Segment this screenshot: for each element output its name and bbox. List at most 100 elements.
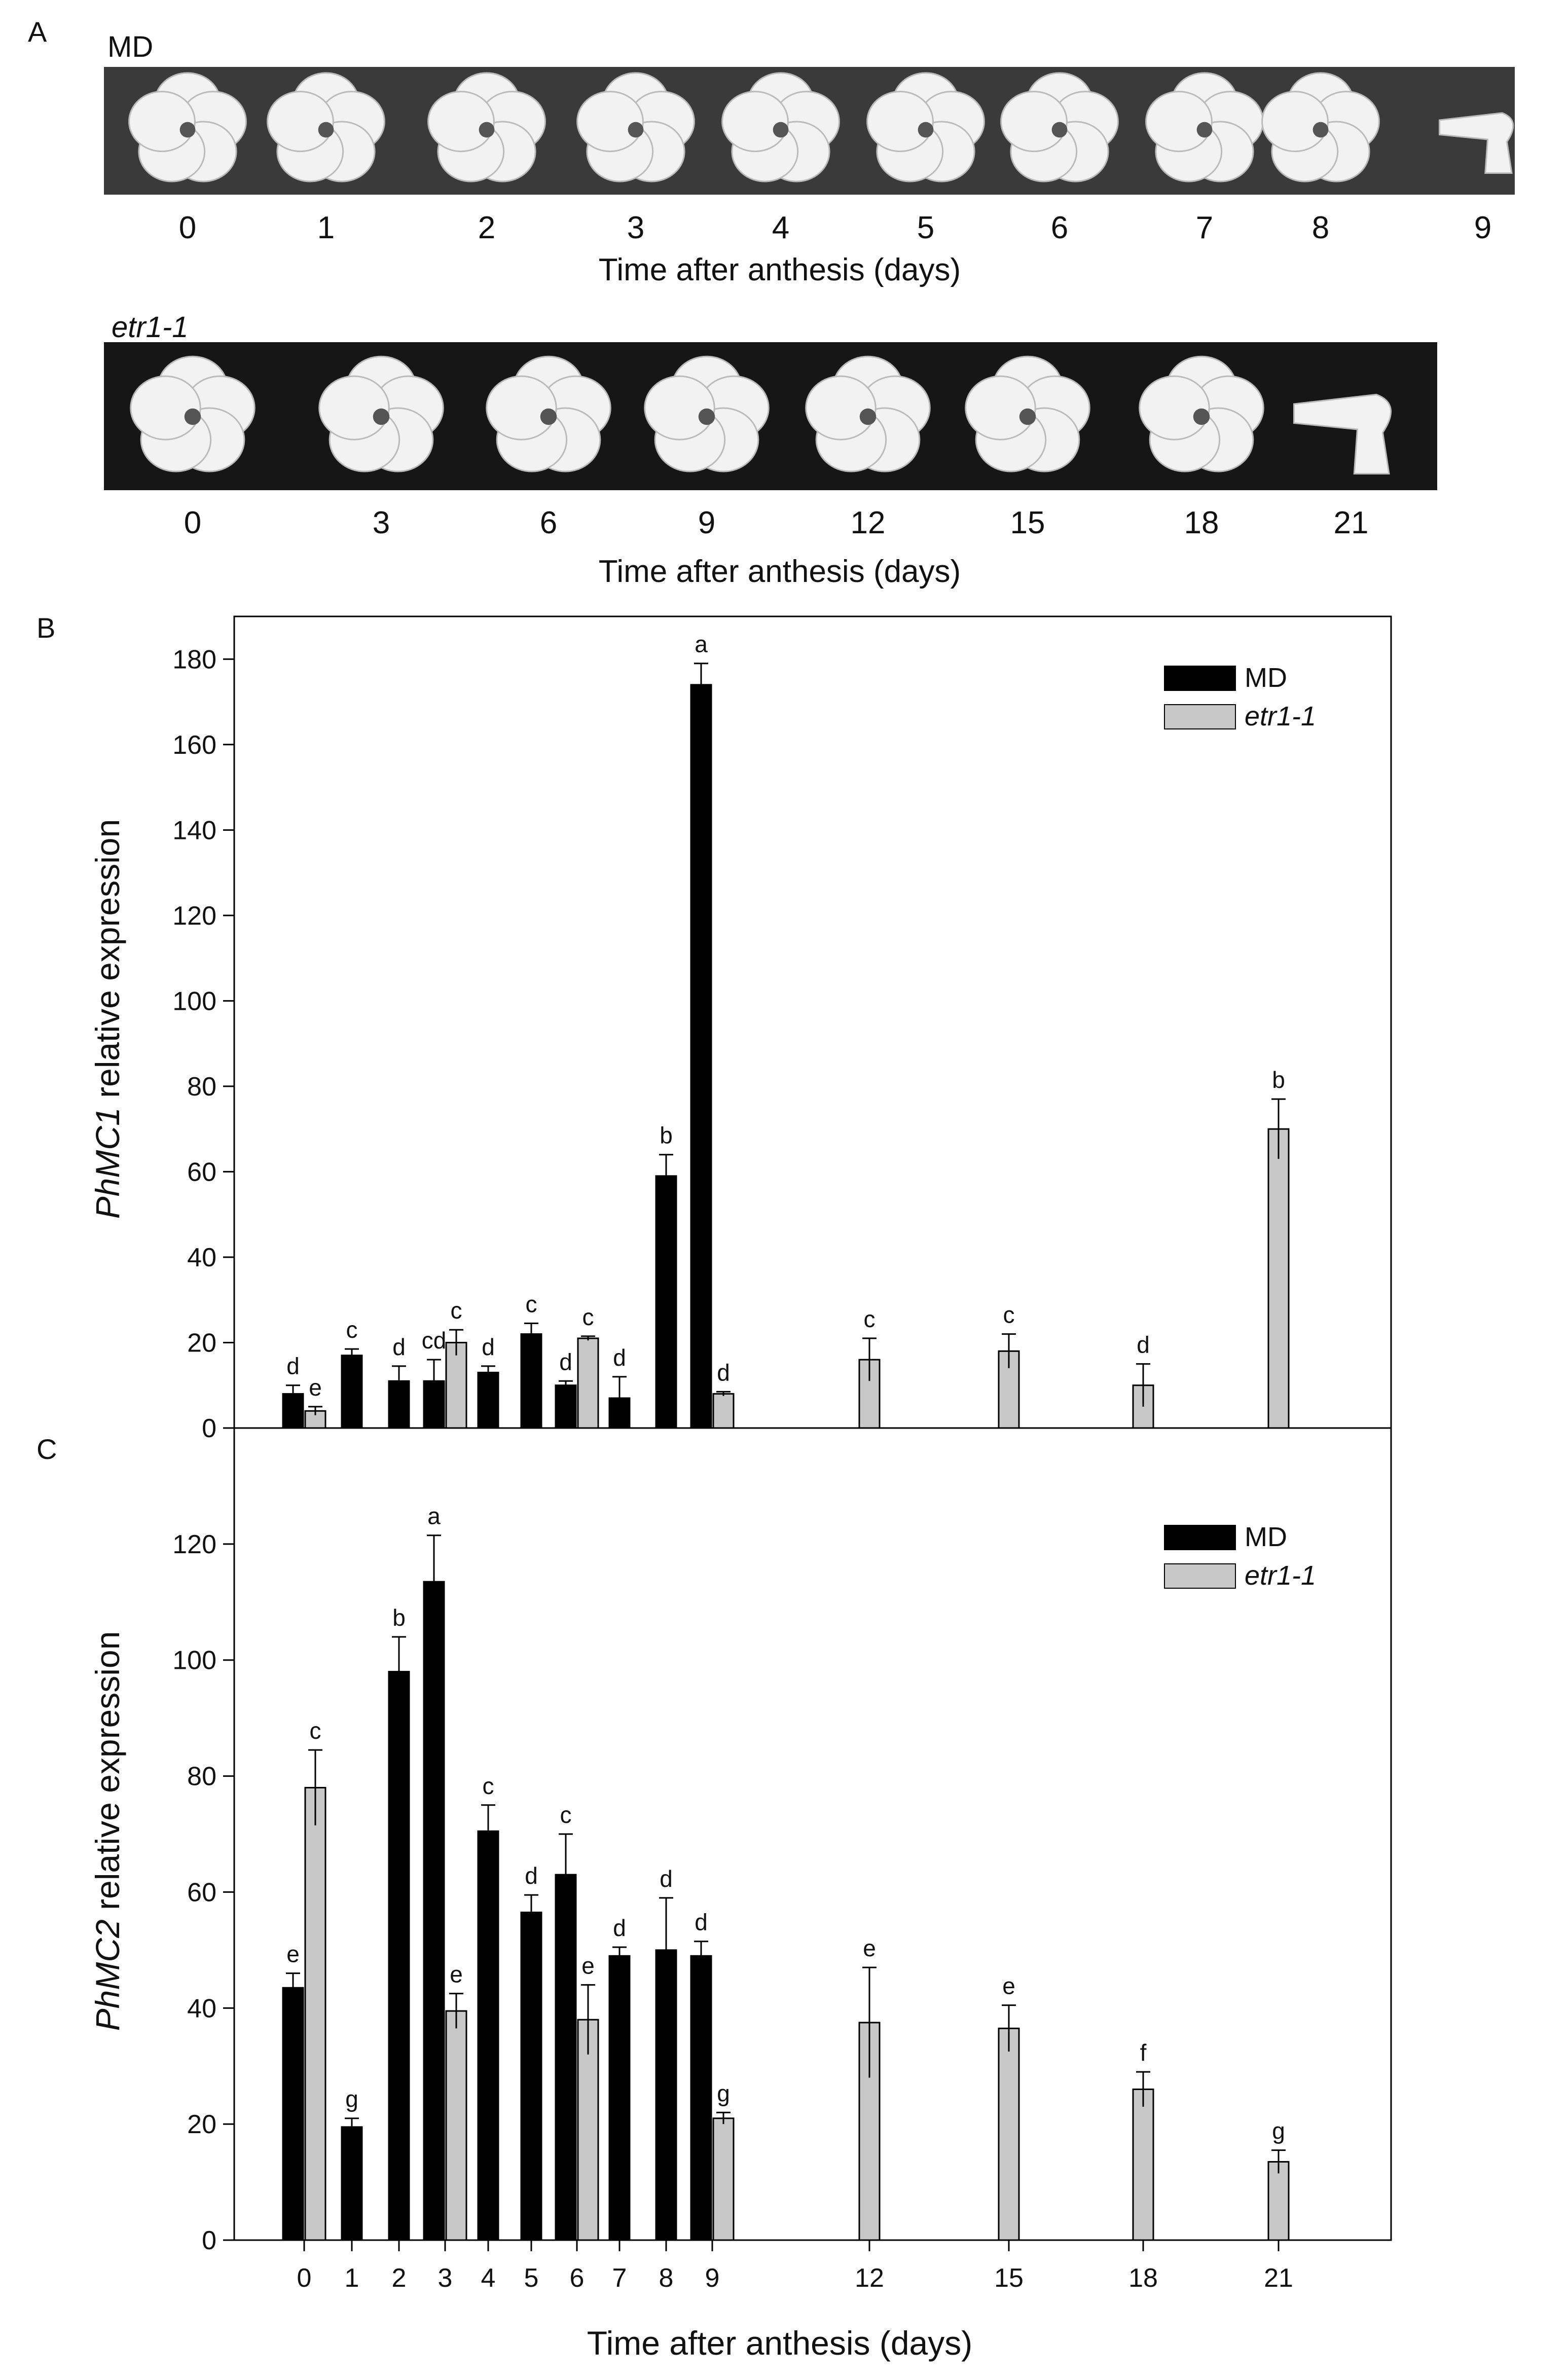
- etr-flower-day-6-center: [540, 408, 557, 425]
- md-flower-day-2-center: [479, 122, 495, 138]
- bar-md-day-5: [520, 1333, 542, 1429]
- md-flower-day-6-petal: [1000, 91, 1068, 153]
- md-day-label: 0: [179, 210, 196, 245]
- etr-day-label: 6: [540, 505, 557, 540]
- etr-day-label: 15: [1010, 505, 1045, 540]
- etr-day-label: 21: [1334, 505, 1369, 540]
- etr-flower-day-21-petals: [1293, 393, 1392, 474]
- md-day-label: 4: [772, 210, 789, 245]
- etr-flower-day-3-petal: [318, 375, 390, 441]
- panel-label-b: B: [37, 612, 55, 644]
- x-tick-label: 6: [570, 2263, 585, 2293]
- etr-flower-day-15-center: [1019, 408, 1036, 425]
- md-flower-day-6: [1000, 72, 1119, 182]
- md-flower-day-1-center: [318, 122, 334, 138]
- etr-flower-day-0: [130, 355, 256, 472]
- etr-flower-day-21: [1293, 393, 1392, 474]
- bar-etr-day-21: [1267, 2161, 1290, 2241]
- bar-md-day-4: [477, 1371, 499, 1429]
- significance-letter-etr: e: [581, 1953, 595, 1979]
- bar-md-day-9: [690, 1955, 712, 2241]
- bar-etr-day-21: [1267, 1128, 1290, 1429]
- y-tick-label: 20: [187, 2110, 216, 2139]
- bar-md-day-6: [555, 1874, 577, 2241]
- significance-letter-md: c: [346, 1316, 358, 1343]
- y-tick-label: 80: [187, 1762, 216, 1791]
- significance-letter-md: a: [427, 1503, 441, 1529]
- etr-day-label: 0: [184, 505, 201, 540]
- md-day-label: 9: [1474, 210, 1491, 245]
- bar-etr-day-3: [445, 2010, 467, 2241]
- chart-c-xlabel: Time after anthesis (days): [587, 2324, 972, 2362]
- bar-md-day-2: [388, 1671, 410, 2241]
- significance-letter-md: b: [392, 1604, 406, 1631]
- etr-flower-day-6: [486, 355, 611, 472]
- x-tick-label: 21: [1264, 2263, 1293, 2293]
- significance-letter-md: d: [613, 1915, 626, 1941]
- md-flower-day-4: [721, 72, 840, 182]
- y-tick-label: 100: [172, 1646, 216, 1675]
- etr-flower-day-18-petal: [1139, 375, 1210, 441]
- y-tick-label: 40: [187, 1243, 216, 1272]
- chart-c-ylabel: PhMC2 relative expression: [89, 1631, 126, 2031]
- y-tick-label: 100: [172, 986, 216, 1016]
- md-flower-day-5-petal: [866, 91, 934, 153]
- etr-flower-day-15: [965, 355, 1090, 472]
- chart-c-y-axis: 0 20 40 60 80 100 120: [172, 1530, 234, 2255]
- md-flower-day-3-center: [628, 122, 644, 138]
- etr-xlabel: Time after anthesis (days): [599, 554, 961, 589]
- md-flower-day-3-petal: [576, 91, 644, 153]
- significance-letter-etr: e: [309, 1374, 322, 1401]
- etr-genotype-label: etr1-1: [112, 311, 189, 344]
- bar-etr-day-0: [304, 1410, 326, 1429]
- md-flower-day-8-petal: [1261, 91, 1329, 153]
- significance-letter-etr: c: [1003, 1302, 1015, 1328]
- etr-flower-day-3: [318, 355, 444, 472]
- chart-b-legend-etr-label: etr1-1: [1245, 701, 1316, 731]
- significance-letter-md: e: [286, 1941, 300, 1967]
- md-flower-day-0: [128, 72, 247, 182]
- y-tick-label: 180: [172, 645, 216, 674]
- chart-c-legend-md-label: MD: [1245, 1522, 1287, 1552]
- md-day-label: 6: [1051, 210, 1068, 245]
- x-tick-label: 9: [705, 2263, 720, 2293]
- etr-day-labels: 0 3 6 9 12 15 18 21: [184, 505, 1369, 540]
- significance-letter-md: d: [482, 1334, 495, 1360]
- etr-flower-day-15-petal: [965, 375, 1036, 441]
- significance-letter-md: g: [345, 2086, 358, 2112]
- significance-letter-etr: e: [1002, 1973, 1015, 1999]
- significance-letter-etr: c: [451, 1297, 462, 1324]
- significance-letter-md: b: [660, 1122, 673, 1149]
- chart-b-frame: [233, 615, 1392, 1429]
- significance-letter-md: d: [559, 1348, 572, 1375]
- md-day-labels: 0 1 2 3 4 5 6 7 8 9: [179, 210, 1491, 245]
- etr-flower-day-6-petal: [486, 375, 557, 441]
- y-tick-label: 0: [202, 1414, 216, 1443]
- md-flower-day-4-center: [773, 122, 789, 138]
- significance-letter-md: cd: [422, 1327, 447, 1353]
- significance-letter-md: c: [526, 1291, 537, 1318]
- x-tick-label: 3: [438, 2263, 453, 2293]
- x-tick-label: 15: [994, 2263, 1024, 2293]
- y-tick-label: 160: [172, 730, 216, 760]
- bar-etr-day-0: [304, 1786, 326, 2241]
- etr-flower-day-0-center: [184, 408, 201, 425]
- bar-md-day-9: [690, 684, 712, 1429]
- bar-md-day-6: [555, 1384, 577, 1429]
- y-tick-label: 140: [172, 816, 216, 845]
- md-flower-day-0-center: [179, 122, 196, 138]
- significance-letter-md: c: [483, 1773, 494, 1799]
- chart-c-legend-etr-label: etr1-1: [1245, 1560, 1316, 1591]
- x-tick-label: 4: [481, 2263, 496, 2293]
- etr-flower-day-3-center: [373, 408, 390, 425]
- x-tick-label: 18: [1128, 2263, 1158, 2293]
- md-flower-day-7-center: [1196, 122, 1213, 138]
- chart-b-legend-md-swatch: [1164, 666, 1236, 691]
- bar-etr-day-9: [712, 2117, 735, 2241]
- significance-letter-md: d: [286, 1353, 300, 1379]
- md-day-label: 8: [1312, 210, 1329, 245]
- chart-c-x-axis: 0 1 2 3 4 5 6 7 8 9 12 15 18 21: [297, 2240, 1293, 2293]
